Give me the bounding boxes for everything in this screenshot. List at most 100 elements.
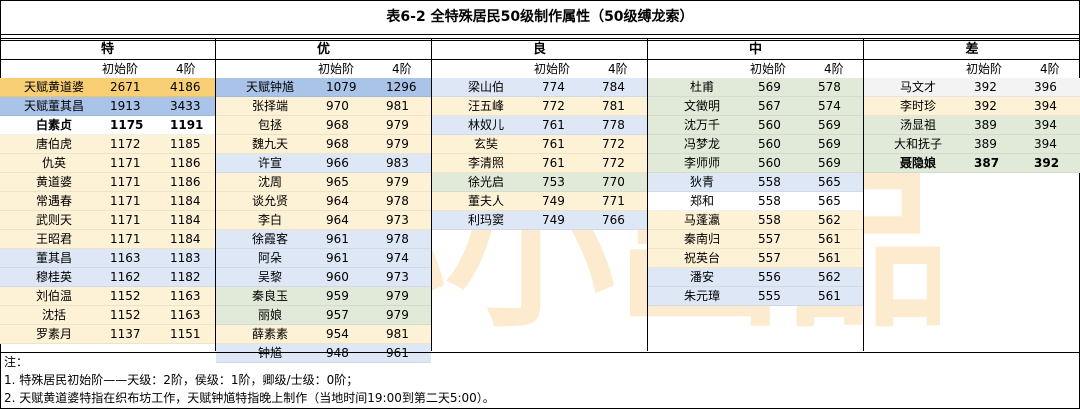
group-header: 中 bbox=[648, 38, 863, 60]
table-row: 朱元璋 555 561 bbox=[648, 287, 863, 306]
value-4: 394 bbox=[1034, 99, 1057, 113]
value-initial: 965 bbox=[326, 175, 349, 189]
resident-name: 狄青 bbox=[689, 175, 714, 189]
table-row: 白素贞 1175 1191 bbox=[0, 116, 215, 135]
resident-name: 汪五峰 bbox=[467, 99, 504, 113]
resident-name: 梁山伯 bbox=[467, 80, 504, 94]
table-row: 常遇春 1171 1184 bbox=[0, 192, 215, 211]
value-4: 569 bbox=[818, 118, 841, 132]
table-row: 汤显祖 389 394 bbox=[864, 116, 1080, 135]
value-initial: 964 bbox=[326, 213, 349, 227]
value-initial: 560 bbox=[758, 118, 781, 132]
resident-name: 潘安 bbox=[689, 270, 714, 284]
group-liang: 良初始阶 4阶 梁山伯 774 784 汪五峰 772 781 林奴儿 761 778 玄奘 761 77… bbox=[432, 38, 648, 351]
value-4: 973 bbox=[386, 270, 409, 284]
resident-name: 张择端 bbox=[251, 99, 288, 113]
value-4: 392 bbox=[1034, 156, 1060, 170]
group-cha: 差初始阶 4阶 马文才 392 396 李时珍 392 394 汤显祖 389 394 大和抚子 389… bbox=[864, 38, 1080, 351]
table-row: 丽娘 957 979 bbox=[216, 306, 431, 325]
value-initial: 1171 bbox=[110, 156, 141, 170]
table-row: 徐霞客 961 978 bbox=[216, 230, 431, 249]
resident-name: 郑和 bbox=[689, 194, 714, 208]
rows: 天赋钟馗 1079 1296 张择端 970 981 包拯 968 979 魏九天 968 979 许宣… bbox=[216, 78, 431, 363]
resident-name: 天赋董其昌 bbox=[23, 99, 84, 113]
col-initial-header: 初始阶 bbox=[750, 62, 787, 76]
note-1: 1. 特殊居民初始阶——天级：2阶，侯级：1阶，卿级/士级：0阶； bbox=[4, 373, 359, 387]
resident-name: 冯梦龙 bbox=[683, 137, 720, 151]
table-row: 天赋黄道婆 2671 4186 bbox=[0, 78, 215, 97]
value-4: 4186 bbox=[170, 80, 201, 94]
value-4: 565 bbox=[818, 175, 841, 189]
value-initial: 948 bbox=[326, 346, 349, 360]
value-initial: 569 bbox=[758, 80, 781, 94]
table-row: 沈万千 560 569 bbox=[648, 116, 863, 135]
resident-name: 马蓬瀛 bbox=[683, 213, 720, 227]
group-te: 特初始阶 4阶 天赋黄道婆 2671 4186 天赋董其昌 1913 3433 白素贞 1175 1… bbox=[0, 38, 216, 351]
value-initial: 1152 bbox=[110, 289, 141, 303]
notes: 注： 1. 特殊居民初始阶——天级：2阶，侯级：1阶，卿级/士级：0阶； 2. … bbox=[0, 352, 1080, 409]
resident-name: 白素贞 bbox=[35, 118, 72, 132]
table-row: 刘伯温 1152 1163 bbox=[0, 287, 215, 306]
value-initial: 556 bbox=[758, 270, 781, 284]
table-row: 魏九天 968 979 bbox=[216, 135, 431, 154]
resident-name: 聂隐娘 bbox=[899, 156, 936, 170]
group-header: 特 bbox=[0, 38, 215, 60]
value-4: 1151 bbox=[170, 327, 201, 341]
value-4: 974 bbox=[386, 251, 409, 265]
resident-name: 徐霞客 bbox=[251, 232, 288, 246]
value-4: 784 bbox=[602, 80, 625, 94]
value-4: 561 bbox=[818, 251, 841, 265]
table-row: 许宣 966 983 bbox=[216, 154, 431, 173]
value-initial: 389 bbox=[974, 118, 997, 132]
group-header: 优 bbox=[216, 38, 431, 60]
col-4-header: 4阶 bbox=[824, 62, 844, 76]
value-initial: 1163 bbox=[110, 251, 141, 265]
table-row: 张择端 970 981 bbox=[216, 97, 431, 116]
table-row: 吴黎 960 973 bbox=[216, 268, 431, 287]
table-row: 李白 964 973 bbox=[216, 211, 431, 230]
table-row: 郑和 558 565 bbox=[648, 192, 863, 211]
resident-name: 林奴儿 bbox=[467, 118, 504, 132]
resident-name: 罗素月 bbox=[35, 327, 72, 341]
value-initial: 558 bbox=[758, 194, 781, 208]
value-4: 578 bbox=[818, 80, 841, 94]
resident-name: 李时珍 bbox=[899, 99, 936, 113]
resident-name: 祝英台 bbox=[683, 251, 720, 265]
resident-name: 阿朵 bbox=[257, 251, 282, 265]
group-you: 优初始阶 4阶 天赋钟馗 1079 1296 张择端 970 981 包拯 968 979 魏九天 96… bbox=[216, 38, 432, 363]
resident-name: 谈允贤 bbox=[251, 194, 288, 208]
value-initial: 1152 bbox=[110, 308, 141, 322]
value-initial: 387 bbox=[974, 156, 1000, 170]
value-4: 1163 bbox=[170, 308, 201, 322]
resident-name: 李清照 bbox=[467, 156, 504, 170]
value-4: 1185 bbox=[170, 137, 201, 151]
value-4: 1183 bbox=[170, 251, 201, 265]
resident-name: 钟馗 bbox=[257, 346, 282, 360]
col-4-header: 4阶 bbox=[608, 62, 628, 76]
resident-name: 汤显祖 bbox=[899, 118, 936, 132]
value-4: 565 bbox=[818, 194, 841, 208]
table-row: 沈括 1152 1163 bbox=[0, 306, 215, 325]
table-row: 冯梦龙 560 569 bbox=[648, 135, 863, 154]
value-4: 1191 bbox=[170, 118, 204, 132]
table-row: 穆桂英 1162 1182 bbox=[0, 268, 215, 287]
table-row: 秦南归 557 561 bbox=[648, 230, 863, 249]
value-4: 561 bbox=[818, 232, 841, 246]
value-4: 561 bbox=[818, 289, 841, 303]
table-row: 狄青 558 565 bbox=[648, 173, 863, 192]
value-initial: 749 bbox=[542, 213, 565, 227]
value-initial: 392 bbox=[974, 99, 997, 113]
value-4: 562 bbox=[818, 270, 841, 284]
resident-name: 仇英 bbox=[41, 156, 66, 170]
table-row: 汪五峰 772 781 bbox=[432, 97, 647, 116]
value-initial: 389 bbox=[974, 137, 997, 151]
column-headers: 初始阶 4阶 bbox=[216, 60, 431, 78]
table-row: 文徵明 567 574 bbox=[648, 97, 863, 116]
value-initial: 1171 bbox=[110, 175, 141, 189]
table-row: 李时珍 392 394 bbox=[864, 97, 1080, 116]
resident-name: 武则天 bbox=[35, 213, 72, 227]
table-row: 杜甫 569 578 bbox=[648, 78, 863, 97]
table-row: 沈周 965 979 bbox=[216, 173, 431, 192]
resident-name: 董其昌 bbox=[35, 251, 72, 265]
value-initial: 761 bbox=[542, 118, 565, 132]
